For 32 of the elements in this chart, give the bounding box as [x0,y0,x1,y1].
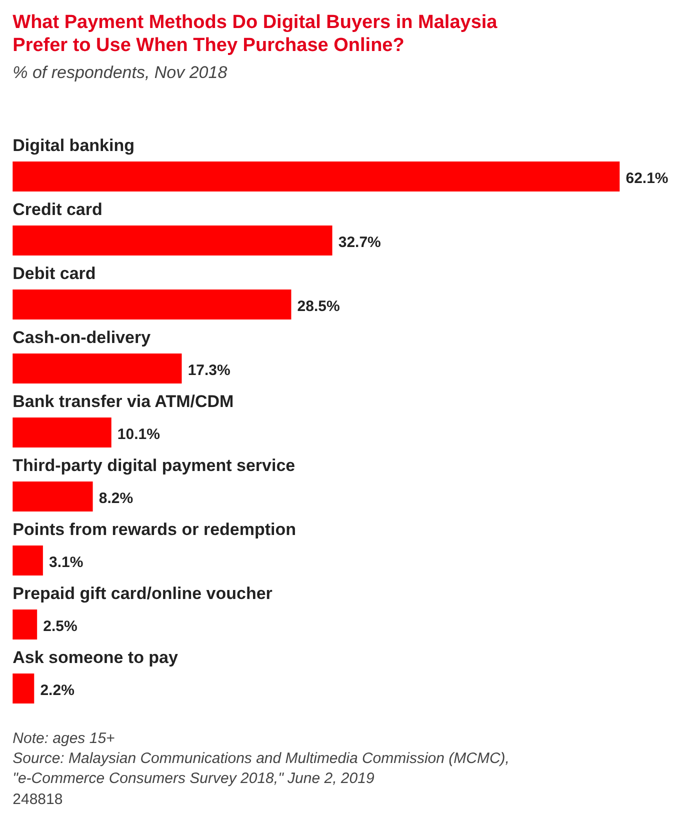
bar [12,226,332,256]
data-label: 17.3% [188,362,230,379]
data-label: 8.2% [98,490,134,507]
y-tick-label: Digital banking [12,136,134,155]
data-label: 2.2% [40,682,74,699]
y-tick-label: Bank transfer via ATM/CDM [12,392,234,411]
data-label: 32.7% [338,234,381,251]
y-tick-label: Credit card [12,200,102,219]
bar [12,418,112,448]
bar [12,290,292,320]
text: 248818 [12,791,63,808]
data-label: 10.1% [117,426,160,443]
bar [12,610,38,640]
source-note: Source: Malaysian Communications and Multimedia Commission (MCMC), "e-Commerce Consumers Survey 2018," June 2, 2019 [12,750,510,787]
y-tick-label: Ask someone to pay [12,648,179,667]
data-label: 2.5% [43,618,78,635]
data-label: 62.1% [626,170,668,187]
bar [12,162,620,192]
bar [12,674,34,704]
bar [12,482,93,512]
bar [12,546,43,576]
y-tick-label: Points from rewards or redemption [12,520,296,539]
data-label: 28.5% [297,298,340,315]
y-tick-label: Third-party digital payment service [12,456,296,475]
y-tick-label: Debit card [12,264,96,283]
y-tick-label: Cash-on-delivery [12,328,152,347]
chart-title: What Payment Methods Do Digital Buyers in Malaysia Prefer to Use When They Purchase Online? [12,12,498,56]
data-label: 3.1% [49,554,84,571]
bar [12,354,182,384]
text: Note: ages 15+ [12,730,116,747]
y-tick-label: Prepaid gift card/online voucher [12,584,273,603]
chart-subtitle: % of respondents, Nov 2018 [12,63,228,82]
